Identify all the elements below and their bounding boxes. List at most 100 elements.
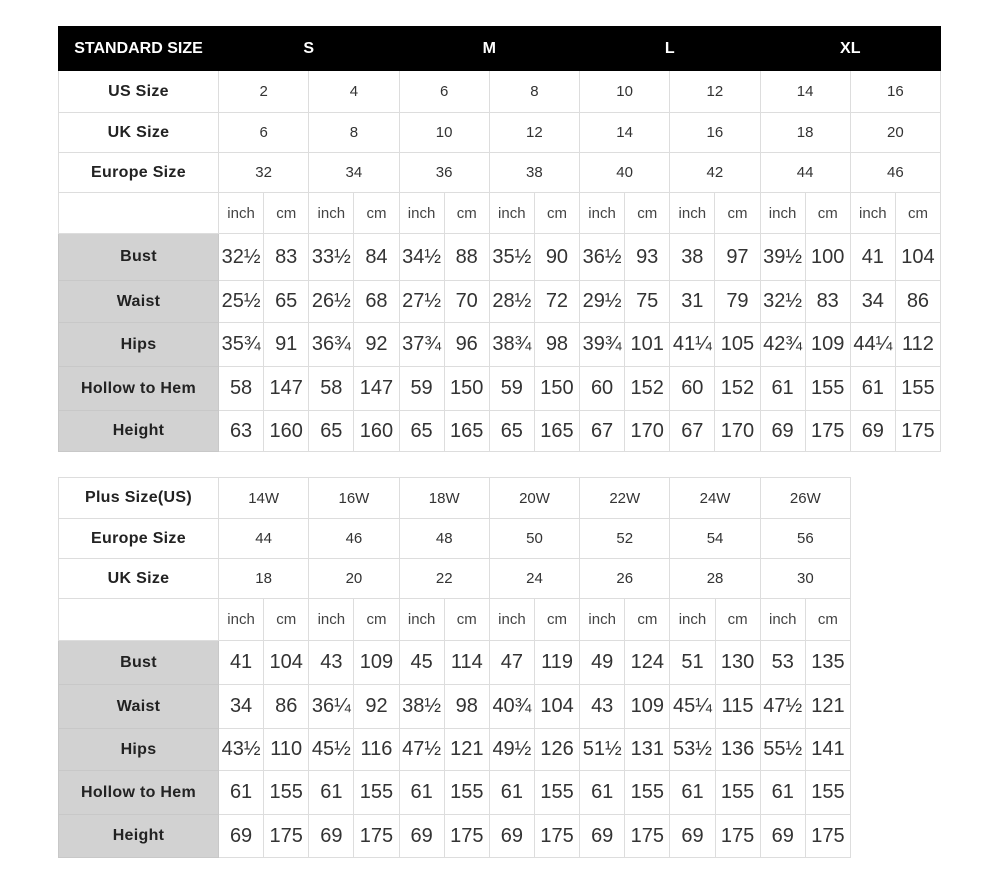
unit-cm: cm xyxy=(353,192,400,234)
measure-value: 175 xyxy=(353,814,400,858)
measure-value: 36¾ xyxy=(308,322,355,367)
size-row: US Size 2 4 6 8 10 12 14 16 xyxy=(58,70,942,113)
size-value: 46 xyxy=(849,152,942,193)
measure-value: 51½ xyxy=(579,728,626,771)
measure-value: 84 xyxy=(353,233,400,281)
measure-value: 61 xyxy=(217,770,265,815)
measure-value: 61 xyxy=(308,770,355,815)
measure-value: 91 xyxy=(263,322,310,367)
measure-value: 33½ xyxy=(308,233,355,281)
measure-value: 61 xyxy=(579,770,626,815)
measure-value: 104 xyxy=(894,233,942,281)
measure-value: 175 xyxy=(714,814,761,858)
measure-value: 114 xyxy=(443,640,490,685)
unit-cm: cm xyxy=(353,598,400,641)
unit-inch: inch xyxy=(579,598,626,641)
measure-value: 37¾ xyxy=(398,322,445,367)
unit-inch: inch xyxy=(398,598,445,641)
measure-value: 175 xyxy=(624,814,671,858)
measure-value: 58 xyxy=(217,366,265,411)
measure-value: 155 xyxy=(894,366,942,411)
size-value: 16 xyxy=(849,70,942,113)
measure-value: 40¾ xyxy=(488,684,535,729)
measure-value: 121 xyxy=(443,728,490,771)
measure-value: 97 xyxy=(714,233,761,281)
size-value: 30 xyxy=(759,558,852,599)
row-label: UK Size xyxy=(58,112,219,153)
measure-value: 101 xyxy=(624,322,671,367)
measure-row: Hips 43½ 110 45½ 116 47½ 121 49½ 126 51½ 131 53½ 136… xyxy=(58,728,852,771)
unit-cm: cm xyxy=(804,192,851,234)
unit-inch: inch xyxy=(759,598,806,641)
measure-value: 170 xyxy=(624,410,671,452)
measure-value: 155 xyxy=(533,770,581,815)
size-value: 18 xyxy=(759,112,851,153)
size-value: 8 xyxy=(488,70,581,113)
measure-value: 155 xyxy=(714,770,761,815)
measure-row: Waist 34 86 36¼ 92 38½ 98 40¾ 104 43 109 45¼ 115 47½ 1… xyxy=(58,684,852,729)
measure-value: 86 xyxy=(894,280,942,323)
measure-value: 39¾ xyxy=(578,322,626,367)
measure-value: 61 xyxy=(669,770,716,815)
row-label: Hips xyxy=(58,322,219,367)
measure-value: 155 xyxy=(804,366,851,411)
measure-value: 175 xyxy=(263,814,310,858)
unit-cm: cm xyxy=(804,598,852,641)
measure-value: 34½ xyxy=(398,233,445,281)
measure-row: Hollow to Hem 61 155 61 155 61 155 61 155 61 155 61… xyxy=(58,770,852,815)
measure-value: 96 xyxy=(443,322,490,367)
measure-value: 28½ xyxy=(488,280,535,323)
measure-value: 109 xyxy=(624,684,671,729)
measure-value: 69 xyxy=(759,410,806,452)
measure-value: 69 xyxy=(669,814,716,858)
measure-value: 29½ xyxy=(578,280,626,323)
measure-value: 59 xyxy=(398,366,445,411)
measure-value: 65 xyxy=(488,410,535,452)
unit-row: inch cm inch cm inch cm inch cm inch cm inch cm inch… xyxy=(58,598,852,641)
measure-value: 147 xyxy=(353,366,400,411)
header-label: STANDARD SIZE xyxy=(58,26,219,71)
row-label: Height xyxy=(58,410,219,452)
measure-value: 67 xyxy=(669,410,716,452)
measure-value: 47½ xyxy=(398,728,445,771)
measure-value: 165 xyxy=(443,410,490,452)
unit-inch: inch xyxy=(578,192,626,234)
measure-value: 112 xyxy=(894,322,942,367)
measure-value: 136 xyxy=(714,728,761,771)
size-value: 32 xyxy=(217,152,310,193)
measure-value: 175 xyxy=(804,410,851,452)
measure-value: 63 xyxy=(217,410,265,452)
measure-value: 121 xyxy=(804,684,852,729)
measure-value: 61 xyxy=(849,366,896,411)
measure-value: 51 xyxy=(669,640,716,685)
measure-value: 69 xyxy=(579,814,626,858)
row-label: US Size xyxy=(58,70,219,113)
size-value: 54 xyxy=(669,518,761,559)
measure-value: 44¼ xyxy=(849,322,896,367)
measure-value: 155 xyxy=(443,770,490,815)
measure-value: 105 xyxy=(714,322,761,367)
measure-value: 42¾ xyxy=(759,322,806,367)
unit-inch: inch xyxy=(488,598,535,641)
unit-inch: inch xyxy=(398,192,445,234)
size-value: 14 xyxy=(578,112,671,153)
measure-value: 69 xyxy=(759,814,806,858)
measure-row: Hollow to Hem 58 147 58 147 59 150 59 150 60 152 60… xyxy=(58,366,942,411)
measure-row: Waist 25½ 65 26½ 68 27½ 70 28½ 72 29½ 75 31 79 32½ 83 3… xyxy=(58,280,942,323)
unit-inch: inch xyxy=(669,192,716,234)
size-value: 48 xyxy=(398,518,490,559)
size-value: 28 xyxy=(669,558,761,599)
measure-value: 43 xyxy=(308,640,355,685)
measure-value: 104 xyxy=(533,684,581,729)
unit-inch: inch xyxy=(308,598,355,641)
measure-value: 43 xyxy=(579,684,626,729)
unit-inch: inch xyxy=(217,598,265,641)
measure-value: 34 xyxy=(217,684,265,729)
size-group-s: S xyxy=(218,26,400,71)
size-value: 50 xyxy=(488,518,581,559)
measure-value: 45¼ xyxy=(669,684,716,729)
measure-value: 65 xyxy=(398,410,445,452)
measure-value: 175 xyxy=(443,814,490,858)
measure-value: 65 xyxy=(263,280,310,323)
measure-value: 92 xyxy=(353,684,400,729)
